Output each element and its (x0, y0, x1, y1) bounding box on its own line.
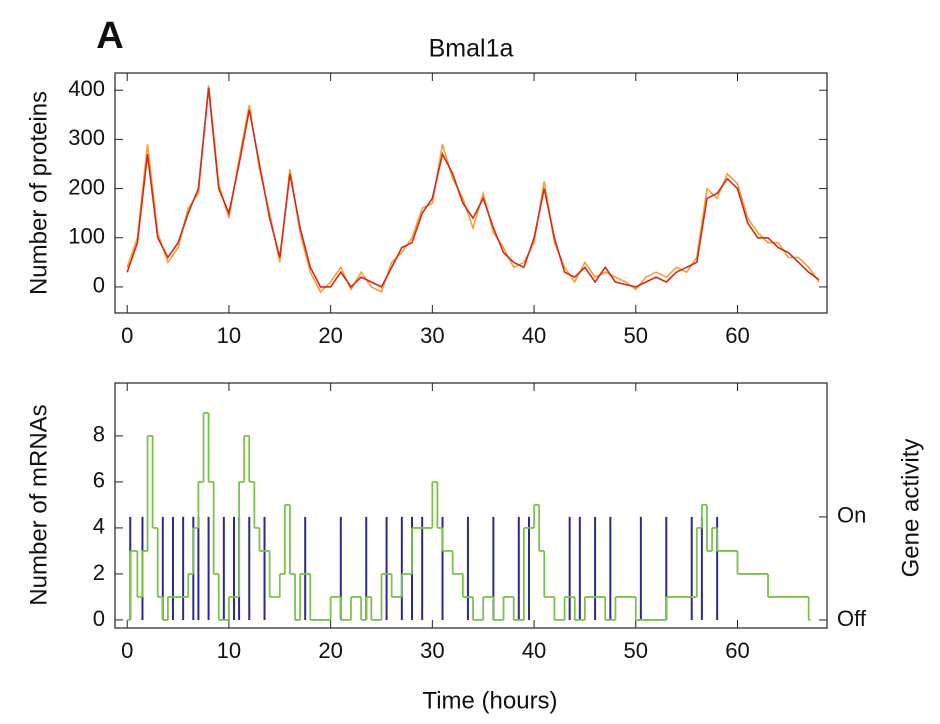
x-tick-label: 50 (624, 323, 648, 348)
x-axis-label: Time (hours) (422, 687, 557, 714)
x-tick-label: 10 (217, 323, 241, 348)
x-tick-label: 10 (217, 638, 241, 663)
x-tick-label: 60 (725, 323, 749, 348)
x-tick-label: 30 (420, 638, 444, 663)
x-tick-label: 0 (121, 323, 133, 348)
y-tick-label: 6 (93, 468, 105, 493)
data-line (126, 85, 820, 294)
data-line (126, 87, 820, 289)
panel-label: A (96, 15, 123, 57)
y-axis-label: Number of proteins (25, 91, 52, 295)
y-tick-label: 0 (93, 273, 105, 298)
x-tick-label: 30 (420, 323, 444, 348)
y-tick-label: 4 (93, 514, 105, 539)
x-tick-label: 40 (522, 638, 546, 663)
y-tick-label: 400 (68, 76, 105, 101)
x-tick-label: 50 (624, 638, 648, 663)
y2-axis-label: Gene activity (897, 439, 924, 578)
y-axis-label: Number of mRNAs (25, 404, 52, 605)
x-tick-label: 20 (318, 323, 342, 348)
plot-frame (114, 382, 828, 629)
plot-frame (114, 72, 828, 314)
y2-tick-label: Off (837, 606, 867, 631)
y-tick-label: 0 (93, 606, 105, 631)
y-tick-label: 200 (68, 174, 105, 199)
y-tick-label: 100 (68, 224, 105, 249)
chart-title: Bmal1a (429, 35, 514, 63)
y-tick-label: 300 (68, 125, 105, 150)
y-tick-label: 2 (93, 560, 105, 585)
x-tick-label: 0 (121, 638, 133, 663)
y2-tick-label: On (837, 503, 866, 528)
x-tick-label: 20 (318, 638, 342, 663)
x-tick-label: 60 (725, 638, 749, 663)
y-tick-label: 8 (93, 422, 105, 447)
x-tick-label: 40 (522, 323, 546, 348)
